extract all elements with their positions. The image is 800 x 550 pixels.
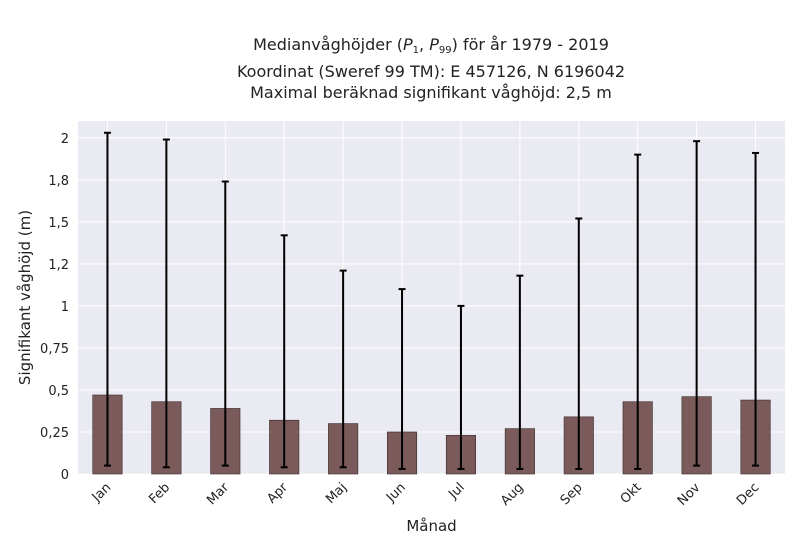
y-tick-label: 1,2 — [48, 258, 69, 273]
title-suffix: ) för år 1979 - 2019 — [451, 35, 609, 54]
x-tick-label: Okt — [618, 480, 645, 507]
error-bars — [103, 131, 760, 470]
y-tick-label: 1 — [61, 300, 69, 315]
x-tick-label: Dec — [734, 480, 762, 508]
chart-title: Medianvåghöjder (P1, P99) för år 1979 - … — [0, 34, 800, 103]
x-tick-label: Jun — [383, 480, 409, 506]
error-bar-jul — [457, 304, 465, 470]
y-axis-label: Signifikant våghöjd (m) — [16, 210, 34, 385]
chart-title-line-1: Medianvåghöjder (P1, P99) för år 1979 - … — [0, 34, 800, 61]
title-p99-subscript: 99 — [438, 45, 452, 56]
x-axis-label: Månad — [406, 517, 456, 535]
y-tick-label: 0,75 — [40, 342, 69, 357]
x-tick-label: Sep — [558, 480, 586, 508]
error-bar-sep — [575, 217, 583, 470]
y-tick-label: 0 — [61, 468, 69, 483]
x-tick-label: Nov — [675, 480, 704, 509]
chart-title-line-3: Maximal beräknad signifikant våghöjd: 2,… — [250, 83, 612, 102]
y-tick-label: 0,5 — [48, 384, 69, 399]
x-tick-label: Mar — [204, 480, 232, 508]
error-bar-nov — [693, 140, 701, 467]
error-bar-jan — [103, 131, 111, 467]
y-axis-ticks: 0 0,25 0,5 0,75 1 1,2 1,5 1,8 2 — [40, 132, 69, 483]
y-tick-label: 0,25 — [40, 426, 69, 441]
chart-title-line-2: Koordinat (Sweref 99 TM): E 457126, N 61… — [236, 62, 626, 81]
y-tick-label: 1,8 — [48, 174, 69, 189]
title-p1-symbol: P — [403, 35, 413, 54]
plot-area — [78, 121, 785, 474]
error-bar-apr — [280, 234, 288, 469]
x-tick-label: Maj — [323, 480, 350, 507]
x-tick-label: Feb — [146, 480, 173, 507]
title-p1-subscript: 1 — [412, 45, 420, 56]
y-tick-label: 1,5 — [48, 216, 69, 231]
y-tick-label: 2 — [61, 132, 69, 147]
title-comma: , — [419, 35, 430, 54]
error-bar-aug — [516, 274, 524, 470]
x-tick-label: Jul — [445, 480, 467, 502]
x-tick-label: Apr — [265, 480, 292, 507]
x-tick-label: Aug — [498, 480, 527, 509]
error-bar-feb — [162, 138, 170, 469]
error-bar-mar — [221, 180, 229, 467]
title-prefix: Medianvåghöjder ( — [253, 35, 404, 54]
error-bar-dec — [752, 151, 760, 467]
error-bar-okt — [634, 153, 642, 470]
x-axis-ticks: Jan Feb Mar Apr Maj Jun Jul Aug Sep Okt Nov Dec — [89, 480, 763, 509]
error-bar-maj — [339, 269, 347, 469]
x-tick-label: Jan — [89, 480, 114, 505]
error-bar-jun — [398, 288, 406, 470]
title-p99-symbol: P — [429, 35, 439, 54]
